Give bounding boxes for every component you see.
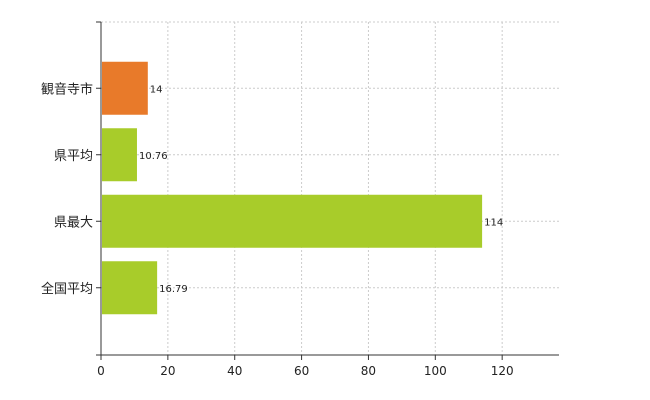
x-tick-label: 60 <box>294 364 309 378</box>
x-tick-label: 0 <box>97 364 105 378</box>
bar <box>102 194 483 248</box>
labels: 観音寺市 14 県平均 10.76 県最大 114 全国平均 16.79 0 20 40 60 80 10… <box>41 81 514 378</box>
data-label: 114 <box>484 217 503 228</box>
category-label: 観音寺市 <box>41 81 93 97</box>
bar <box>102 128 137 182</box>
category-label: 県平均 <box>54 149 93 164</box>
x-tick-label: 80 <box>361 364 376 378</box>
x-tick-label: 120 <box>491 364 514 378</box>
x-tick-label: 40 <box>227 364 242 378</box>
data-label: 16.79 <box>159 284 188 295</box>
bar <box>102 261 158 315</box>
category-label: 県最大 <box>54 215 93 230</box>
data-label: 14 <box>150 84 163 95</box>
data-label: 10.76 <box>139 151 168 162</box>
x-tick-label: 100 <box>424 364 447 378</box>
bar <box>102 61 148 115</box>
axes <box>96 21 559 360</box>
bars <box>102 61 483 315</box>
x-tick-label: 20 <box>160 364 175 378</box>
category-label: 全国平均 <box>41 281 93 297</box>
grid-lines <box>101 21 559 355</box>
